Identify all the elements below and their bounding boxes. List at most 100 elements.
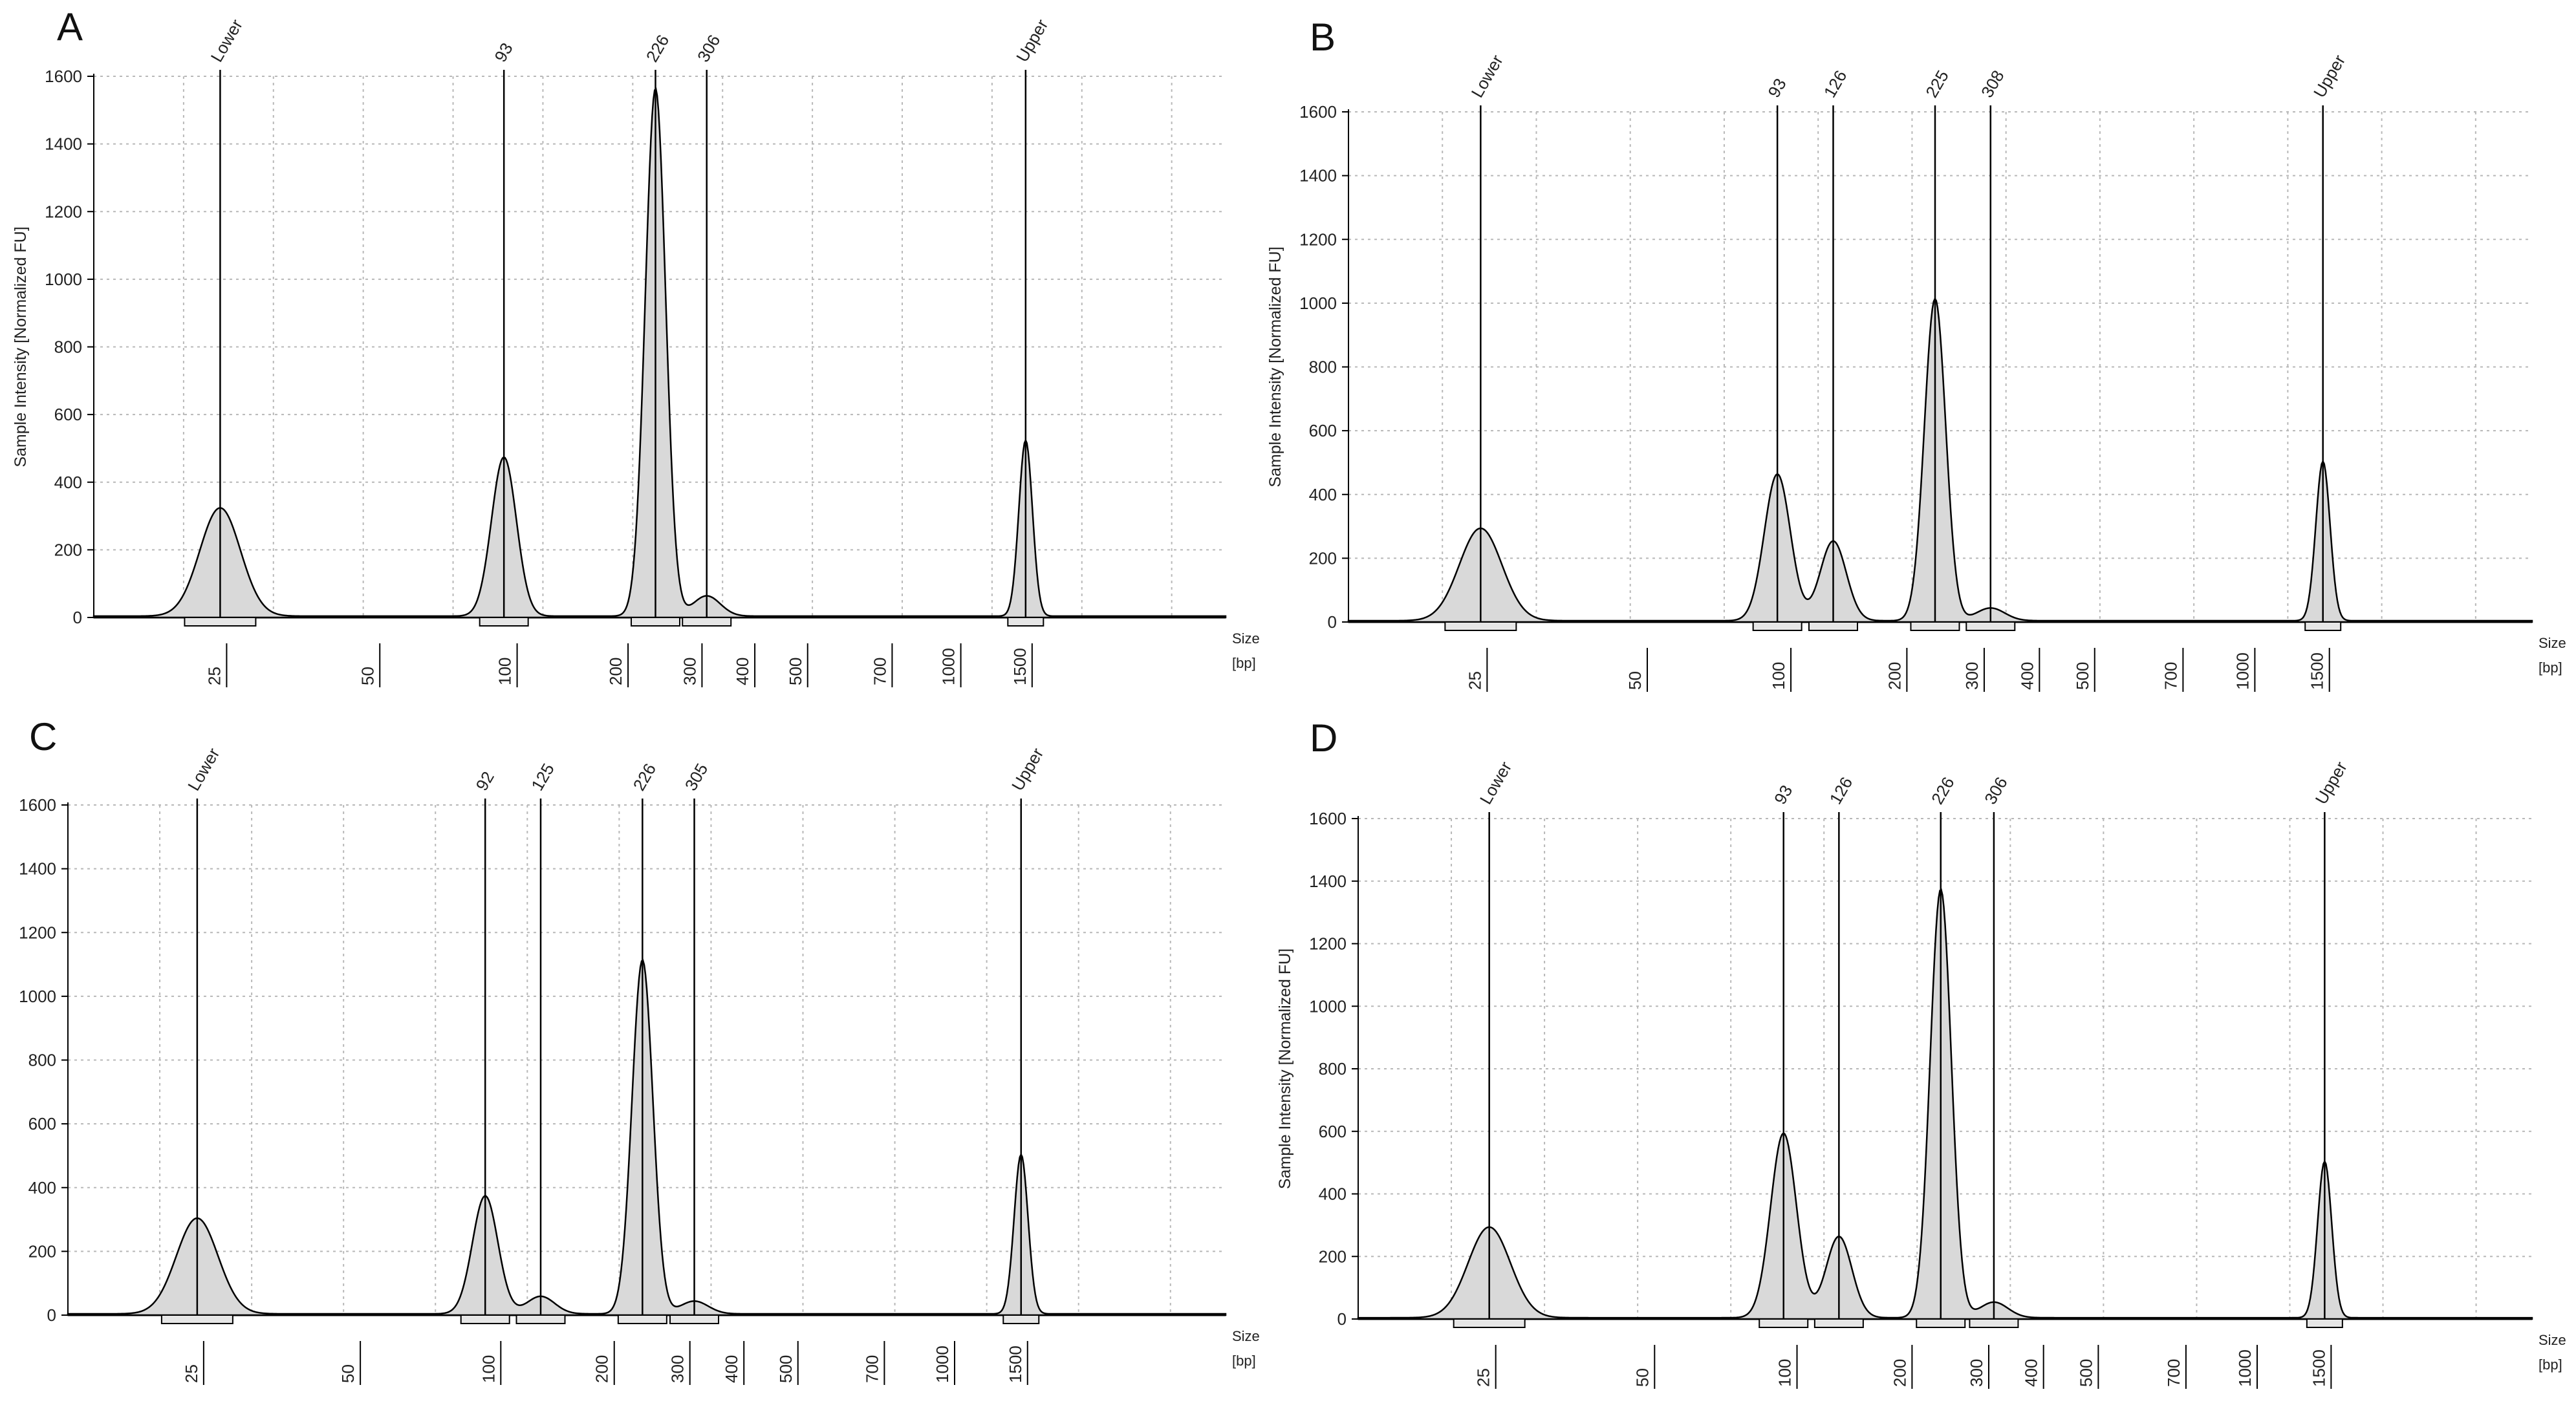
x-axis-title: Size	[1232, 1328, 1260, 1344]
y-tick-label: 1600	[45, 67, 82, 86]
y-tick-label: 400	[54, 473, 82, 492]
electropherogram-d: 0 200 400 600 800 1000 1200 1400 1600 Sample Inte…	[1276, 758, 2566, 1389]
peak-label: 93	[1770, 782, 1796, 808]
peak-label: 226	[642, 31, 673, 65]
peak-label: 226	[1927, 773, 1958, 808]
x-axis-unit: [bp]	[2538, 660, 2562, 676]
x-tick-label: 100	[1769, 662, 1788, 690]
y-tick-label: 200	[28, 1241, 56, 1261]
x-tick-label: 100	[479, 1355, 498, 1383]
integration-bar	[1453, 1318, 1526, 1328]
x-tick-label: 100	[1775, 1359, 1795, 1387]
x-tick-label: 1000	[933, 1346, 952, 1383]
y-tick-label: 200	[54, 540, 82, 559]
x-tick-label: 1500	[1010, 648, 1030, 685]
integration-bar	[669, 1314, 720, 1324]
grid	[68, 804, 1226, 1315]
integration-bar	[1916, 1318, 1966, 1328]
peak-label: 126	[1820, 67, 1851, 101]
y-tick-label: 800	[54, 338, 82, 357]
integration-bar	[515, 1314, 566, 1324]
x-axis-title: Size	[2538, 635, 2566, 651]
integration-bar	[160, 1314, 233, 1324]
x-tick-label: 1000	[2233, 652, 2252, 690]
integration-bar	[460, 1314, 510, 1324]
x-tick-label: 700	[862, 1355, 882, 1383]
y-tick-label: 0	[73, 608, 82, 627]
y-tick-label: 1200	[45, 202, 82, 221]
x-tick-label: 50	[338, 1364, 358, 1383]
y-tick-label: 800	[1319, 1059, 1347, 1078]
peak-label: 225	[1921, 67, 1953, 101]
y-tick-label: 1400	[1299, 166, 1337, 186]
peak-label: 308	[1977, 67, 2008, 101]
integration-bar	[1969, 1318, 2019, 1328]
peak-label: 226	[629, 760, 660, 794]
integration-bar	[479, 617, 529, 627]
grid	[1348, 111, 2532, 622]
panel-b: B 0 200 400 600 800 1000 1200 1400 1600 Sample In…	[1266, 0, 2576, 702]
x-tick-label: 200	[1885, 662, 1904, 690]
integration-bar	[1002, 1314, 1040, 1324]
x-tick-label: 500	[2076, 1359, 2095, 1387]
integration-bar	[1759, 1318, 1809, 1328]
x-axis-unit: [bp]	[2538, 1357, 2562, 1373]
integration-bar	[1752, 621, 1802, 631]
x-tick-label: 500	[786, 658, 805, 685]
peak-label: 306	[693, 31, 724, 65]
integration-bar	[682, 617, 732, 627]
x-tick-label: 300	[680, 658, 699, 685]
y-tick-label: 1000	[1309, 996, 1347, 1016]
x-tick-label: 100	[495, 658, 515, 685]
x-tick-label: 500	[2073, 662, 2092, 690]
x-axis-title: Size	[2538, 1332, 2566, 1348]
trace	[67, 959, 1227, 1316]
integration-bar	[1444, 621, 1517, 631]
x-tick-label: 25	[204, 667, 224, 685]
peak-label: Lower	[1467, 51, 1508, 101]
x-tick-label: 300	[668, 1355, 687, 1383]
integration-bar	[2306, 1318, 2343, 1328]
y-tick-label: 1600	[19, 795, 56, 815]
x-tick-label: 1500	[1006, 1346, 1025, 1383]
x-axis-title: Size	[1232, 630, 1260, 647]
y-tick-label: 1000	[1299, 294, 1337, 313]
trace	[1347, 297, 2533, 623]
trace	[92, 87, 1227, 619]
integration-bar	[184, 617, 257, 627]
y-tick-label: 0	[47, 1305, 56, 1325]
x-tick-label: 25	[1474, 1368, 1493, 1387]
x-tick-label: 25	[1465, 671, 1484, 690]
electropherogram-c: 0 200 400 600 800 1000 1200 1400 1600 Lower 92 125 2…	[19, 744, 1260, 1385]
y-tick-label: 400	[1309, 485, 1337, 504]
y-tick-label: 800	[1309, 358, 1337, 377]
y-tick-label: 1400	[1309, 872, 1347, 891]
peak-label: Upper	[1012, 16, 1052, 65]
y-tick-label: 200	[1319, 1247, 1347, 1266]
y-tick-label: 600	[1309, 421, 1337, 440]
y-tick-label: 1200	[1309, 934, 1347, 954]
electropherogram-a: 0 200 400 600 800 1000 1200 1400 1600 Sample Inte…	[12, 16, 1260, 687]
peak-label: 305	[681, 760, 712, 794]
panel-a: A 0 200 400 600 800 1000 1200 1400 1600 Sample In…	[0, 0, 1268, 702]
x-tick-label: 1500	[2309, 1349, 2328, 1387]
integration-bar	[1007, 617, 1044, 627]
y-tick-label: 1400	[19, 859, 56, 879]
panel-c-letter: C	[29, 715, 58, 758]
y-tick-label: 400	[1319, 1185, 1347, 1204]
panel-c: C 0 200 400 600 800 1000 1200 1400 1600 Lower 92 12…	[0, 703, 1268, 1405]
trace	[1357, 888, 2533, 1320]
x-tick-label: 400	[733, 658, 752, 685]
x-tick-label: 300	[1962, 662, 1982, 690]
y-tick-label: 1400	[45, 134, 82, 154]
peak-label: Upper	[1008, 744, 1048, 794]
x-tick-label: 50	[358, 667, 377, 685]
y-axis-title: Sample Intensity [Normalized FU]	[1276, 949, 1294, 1189]
peak-label: Lower	[1476, 758, 1516, 808]
y-axis-title: Sample Intensity [Normalized FU]	[12, 226, 30, 467]
peak-label: 306	[1980, 773, 2011, 808]
x-axis-unit: [bp]	[1232, 655, 1256, 671]
x-tick-label: 700	[870, 658, 889, 685]
y-tick-label: 600	[1319, 1122, 1347, 1141]
x-tick-label: 500	[776, 1355, 796, 1383]
